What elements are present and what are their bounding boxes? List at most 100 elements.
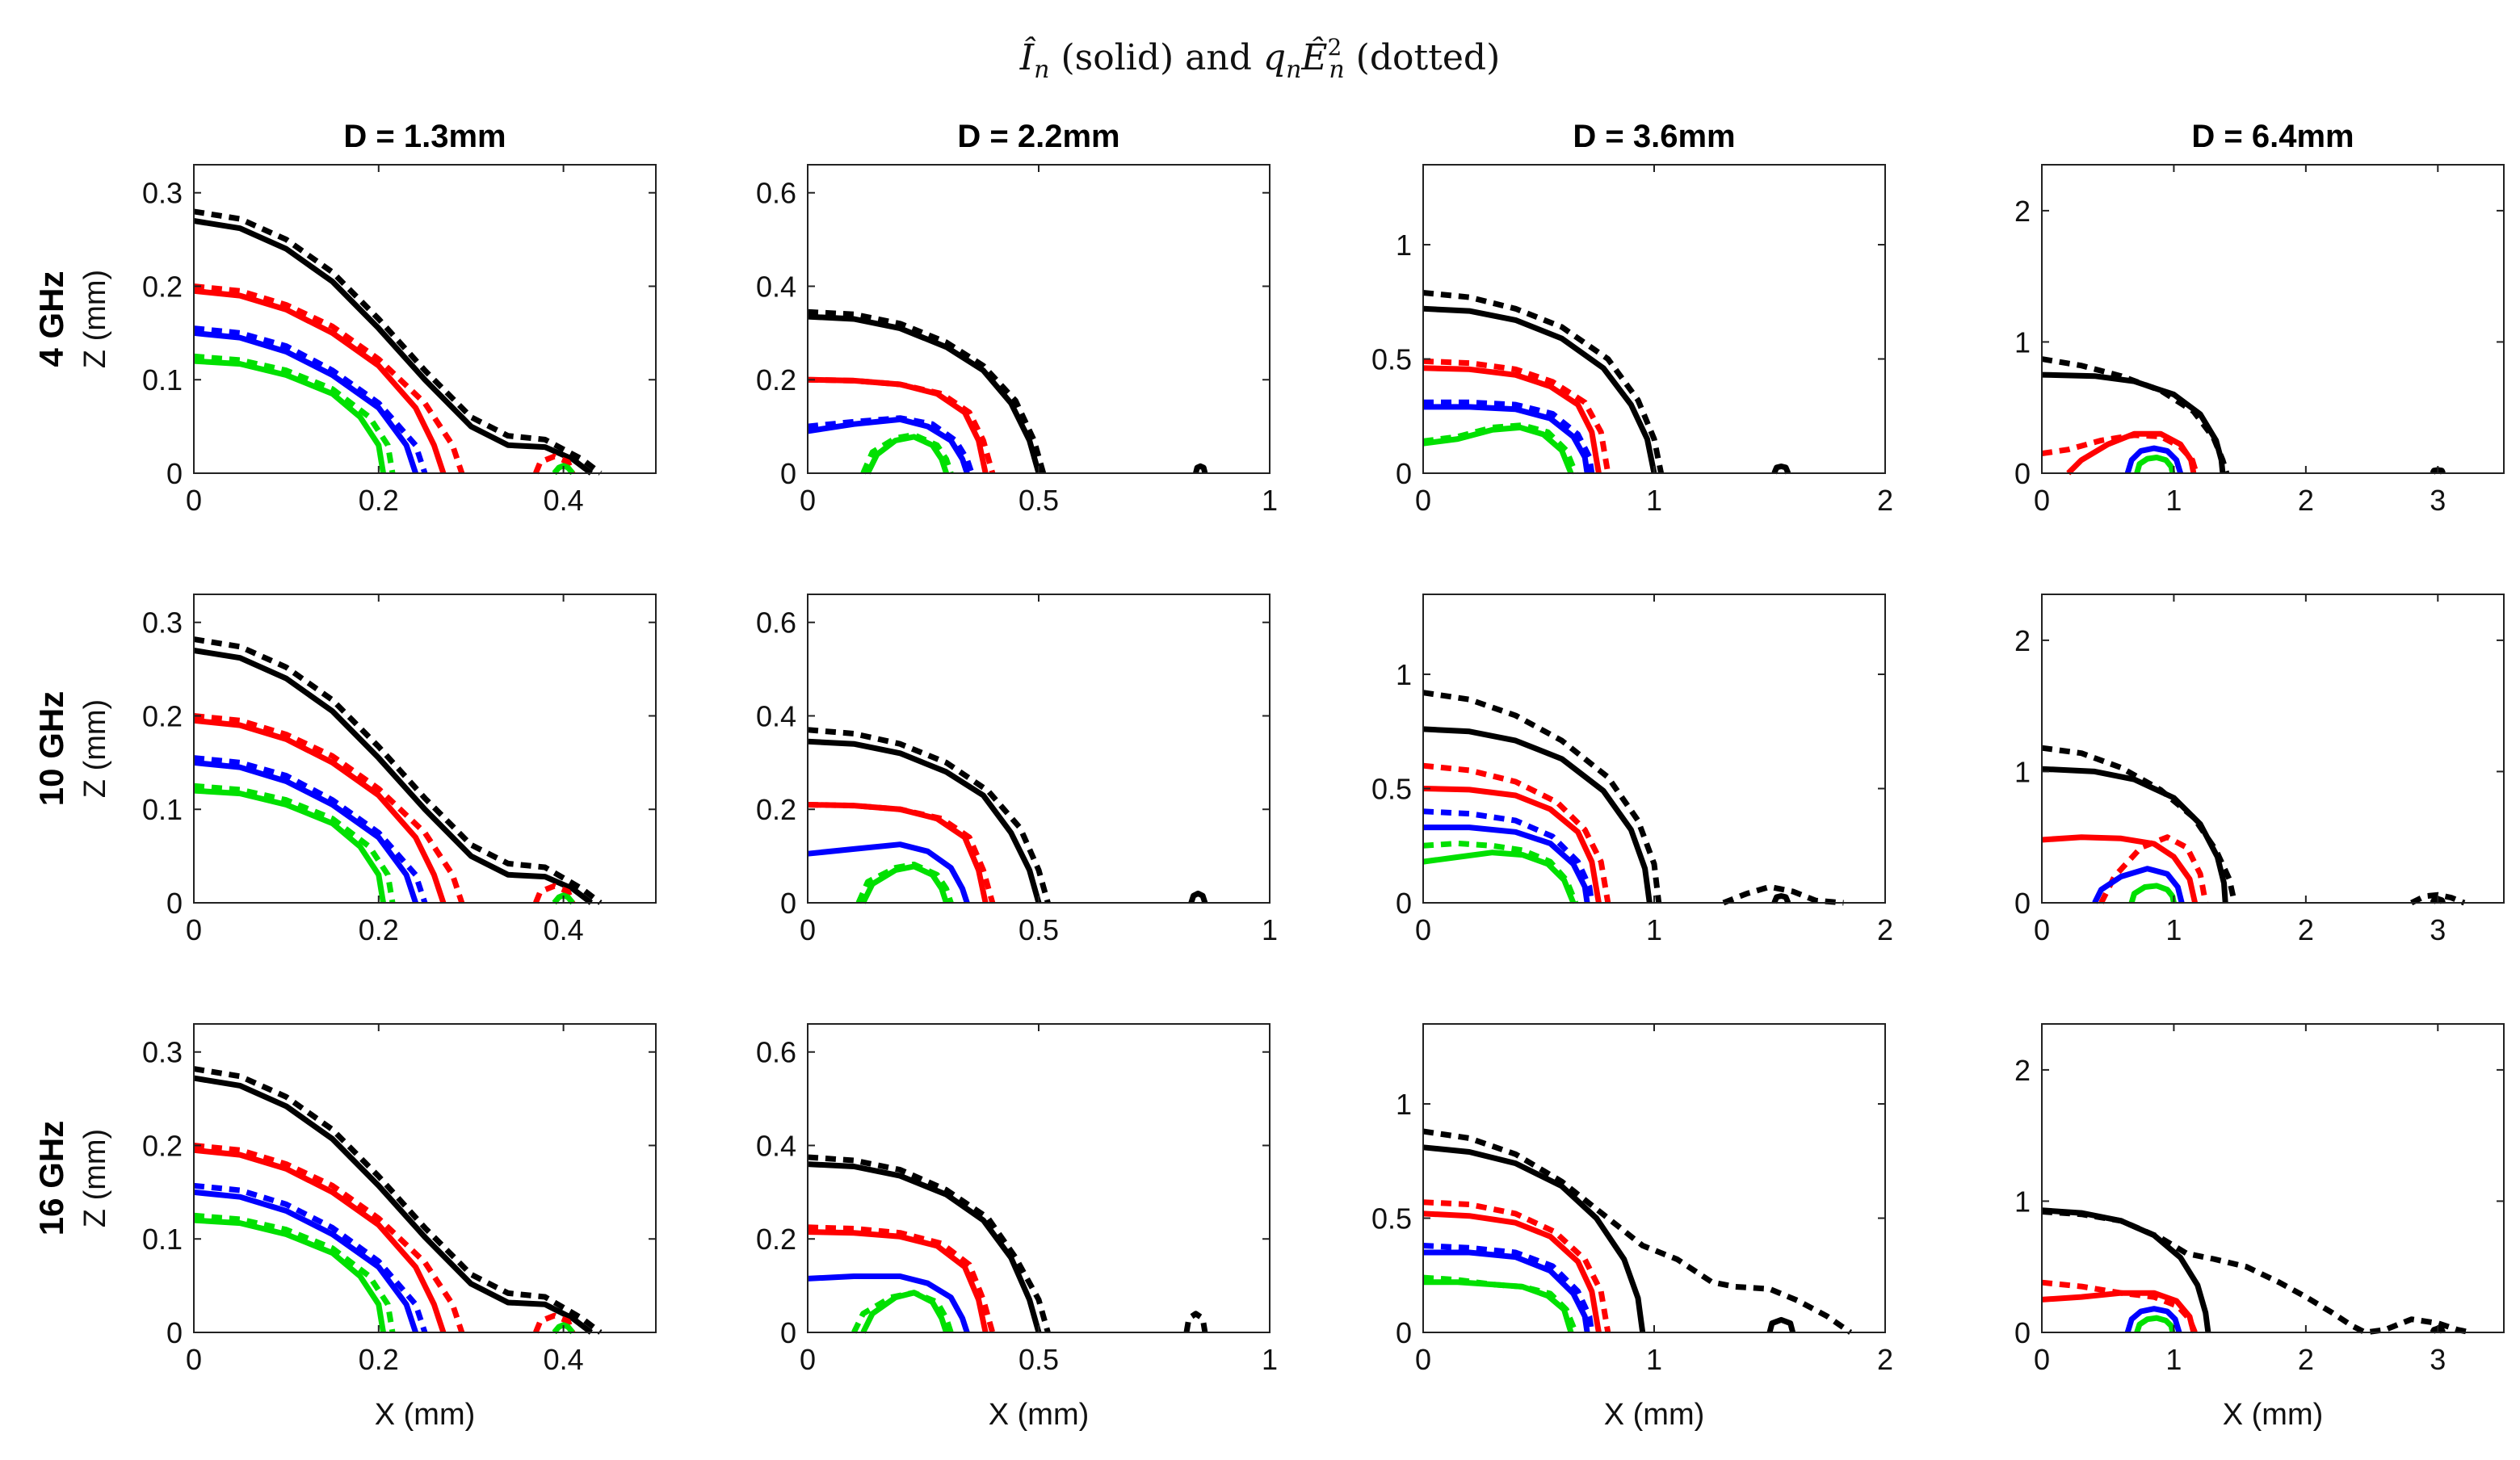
- title-q: q: [1263, 37, 1286, 78]
- x-tick-label: 0.5: [1018, 1343, 1059, 1376]
- subplot: 0 1 2 3 0 1 2: [2014, 164, 2505, 517]
- axes-box: [2041, 594, 2505, 904]
- series-blue-dotted: [1422, 808, 1595, 904]
- series-red-solid: [193, 717, 447, 904]
- series-red-solid: [1422, 786, 1602, 904]
- curves: [193, 1066, 603, 1335]
- y-tick-label: 2: [2014, 195, 2031, 228]
- x-tick-label: 0: [186, 484, 202, 517]
- series-blue-dotted: [193, 755, 428, 904]
- y-tick-label: 0.2: [142, 1129, 183, 1162]
- x-axis-label: X (mm): [375, 1398, 476, 1432]
- x-tick-label: 1: [1646, 484, 1662, 517]
- x-tick-label: 1: [2165, 913, 2182, 946]
- title-sub-n2: n: [1286, 56, 1301, 84]
- y-tick-label: 0.2: [756, 1223, 796, 1256]
- series-blue-solid: [2092, 866, 2185, 904]
- series-green-dotted: [193, 782, 396, 904]
- series-green-solid: [865, 434, 949, 475]
- axes-box: [193, 594, 657, 904]
- series-blue-solid: [1423, 824, 1590, 904]
- y-tick-label: 0: [166, 457, 183, 490]
- series-green-solid: [2128, 883, 2177, 904]
- series-red-dotted: [2098, 834, 2209, 904]
- series-blue-solid: [193, 759, 418, 904]
- series-red-solid: [193, 287, 447, 475]
- title-I-hat: Î: [1019, 36, 1036, 78]
- series-blue-dotted: [807, 415, 975, 475]
- subplot: 0 0.5 1 0 0.2 0.4 0.6 X (mm): [756, 1023, 1278, 1432]
- series-black-solid: [807, 313, 1042, 474]
- series-green-solid: [193, 787, 386, 904]
- y-tick-label: 1: [2014, 755, 2031, 788]
- curves: [2041, 356, 2446, 476]
- x-tick-label: 0: [1415, 1343, 1431, 1376]
- series-red-dotted: [807, 376, 996, 474]
- series-green-dotted: [855, 862, 954, 904]
- axes-box: [807, 1023, 1270, 1333]
- x-tick-label: 1: [2165, 484, 2182, 517]
- series-red-dotted: [807, 802, 996, 904]
- x-tick-label: 0: [2034, 1343, 2050, 1376]
- x-tick-label: 0.5: [1018, 484, 1059, 517]
- y-tick-label: 0.3: [142, 606, 183, 640]
- series-black-dotted-blob: [1183, 1311, 1208, 1333]
- y-tick-label: 2: [2014, 1054, 2031, 1087]
- x-tick-label: 1: [1646, 1343, 1662, 1376]
- series-black-dotted: [807, 727, 1051, 904]
- series-blue-dotted: [193, 325, 428, 475]
- curves: [193, 208, 603, 476]
- x-tick-label: 0.5: [1018, 913, 1059, 946]
- series-black-solid: [1422, 1144, 1646, 1333]
- series-red-dotted-blob: [533, 453, 576, 475]
- curves: [2041, 745, 2466, 906]
- curves: [193, 636, 603, 905]
- axes-box: [2041, 164, 2505, 474]
- title-sub-n3: n: [1329, 56, 1344, 84]
- x-tick-label: 1: [1646, 913, 1662, 946]
- series-black-dotted: [807, 308, 1047, 474]
- curves: [1422, 1128, 1853, 1335]
- x-tick-label: 0: [800, 1343, 816, 1376]
- y-tick-label: 2: [2014, 624, 2031, 657]
- series-blue-solid: [807, 841, 970, 904]
- x-tick-label: 0.4: [544, 1343, 584, 1376]
- y-tick-label: 0.5: [1371, 1202, 1412, 1236]
- y-tick-label: 0.3: [142, 177, 183, 210]
- series-black-solid: [2041, 1207, 2211, 1333]
- series-red-solid: [1422, 1210, 1602, 1333]
- y-tick-label: 0.3: [142, 1036, 183, 1069]
- y-axis-label: Z (mm): [78, 1129, 112, 1227]
- y-tick-label: 0.6: [756, 606, 796, 640]
- series-blue-solid: [193, 1189, 418, 1334]
- x-axis-label: X (mm): [1604, 1398, 1705, 1432]
- x-axis-label: X (mm): [989, 1398, 1090, 1432]
- y-axis-label: Z (mm): [78, 699, 112, 798]
- series-black-solid: [193, 1075, 594, 1335]
- series-green-solid: [2134, 455, 2176, 474]
- series-red-dotted-blob: [533, 883, 576, 904]
- series-green-dotted: [193, 353, 396, 474]
- subplot: 0 1 2 3 0 1 2 X (mm): [2014, 1023, 2505, 1432]
- series-red-dotted: [1422, 762, 1611, 904]
- subplot: 0 1 2 0 0.5 1: [1371, 594, 1893, 946]
- x-axis-label: X (mm): [2223, 1398, 2324, 1432]
- series-black-dotted: [807, 1154, 1051, 1333]
- axes-box: [807, 164, 1270, 474]
- axes-box: [2041, 1023, 2505, 1333]
- series-black-solid: [807, 1161, 1042, 1333]
- column-title: D = 3.6mm: [1573, 119, 1735, 154]
- y-tick-label: 1: [1396, 1088, 1412, 1121]
- x-tick-label: 0: [186, 913, 202, 946]
- y-tick-label: 0.4: [756, 1129, 796, 1162]
- series-blue-solid: [807, 1273, 970, 1334]
- series-green-solid: [2134, 1315, 2176, 1334]
- series-black-dotted: [1422, 1128, 1853, 1335]
- x-tick-label: 0: [2034, 484, 2050, 517]
- x-tick-label: 0: [1415, 484, 1431, 517]
- series-black-blob: [1771, 893, 1791, 904]
- y-tick-label: 0.1: [142, 793, 183, 826]
- subplot: 0 1 2 3 0 1 2: [2014, 594, 2505, 946]
- y-tick-label: 0: [2014, 457, 2031, 490]
